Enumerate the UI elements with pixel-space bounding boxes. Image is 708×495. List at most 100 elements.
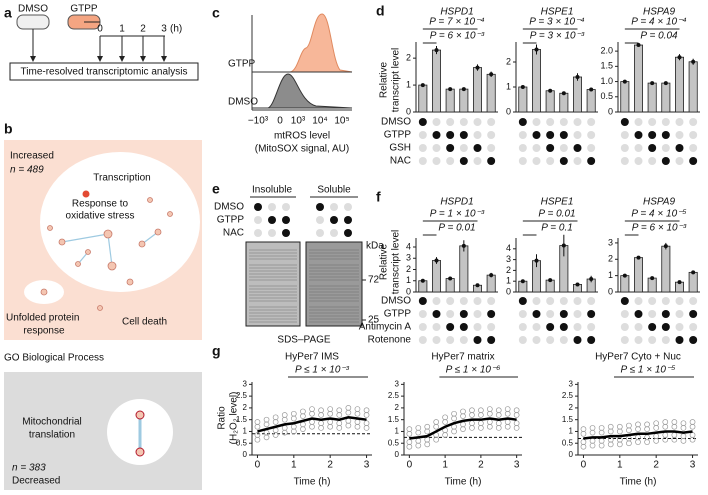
label: GO Biological Process <box>4 353 104 364</box>
condition-dot <box>459 310 468 318</box>
replicate-dot <box>415 438 422 444</box>
replicate-dot <box>575 75 580 79</box>
node <box>135 410 145 420</box>
replicate-dot <box>635 426 641 432</box>
condition-dot <box>648 336 657 344</box>
condition: DMSO <box>18 4 48 15</box>
replicate-dot <box>406 439 413 445</box>
replicate-dot <box>345 405 352 411</box>
replicate-dot <box>504 423 511 430</box>
condition-dot <box>661 157 670 165</box>
label: n = 489 <box>10 165 44 176</box>
x-tick-label: 2 <box>327 460 333 471</box>
replicate-dot <box>663 244 668 249</box>
y-tick-label: 1 <box>506 81 511 91</box>
replicate-dot <box>513 407 520 414</box>
condition-dot <box>316 229 324 237</box>
condition-dot <box>546 297 555 305</box>
y-tick-label: 0.5 <box>562 438 574 447</box>
replicate-dot <box>616 441 623 448</box>
condition-dot <box>518 157 527 165</box>
condition-dot <box>432 297 441 305</box>
condition-dot <box>446 144 455 152</box>
replicate-dot <box>598 438 605 444</box>
y-tick-label: 3 <box>506 254 511 264</box>
condition-dot <box>546 131 555 139</box>
chart-title: HSPA9 <box>643 7 675 18</box>
condition-dot <box>473 310 482 318</box>
replicate-dot <box>442 419 448 425</box>
chart-title: HyPer7 Cyto + Nuc <box>595 352 681 363</box>
condition-dot <box>587 310 596 318</box>
condition-dot <box>620 310 629 318</box>
replicate-dot <box>263 429 270 436</box>
replicate-dot <box>336 420 343 427</box>
timepoint: 2 <box>140 24 146 35</box>
x-tick-label: 2 <box>653 460 659 471</box>
y-tick-label: 3 <box>569 379 574 388</box>
bar <box>634 44 644 113</box>
condition-dot <box>661 323 670 331</box>
y-tick-label: 1.5 <box>562 415 574 424</box>
replicate-dot <box>635 439 641 445</box>
y-axis-label: transcript level <box>391 230 402 294</box>
y-tick-label: 1.5 <box>388 415 400 424</box>
timepoint: 0 <box>97 24 103 35</box>
condition-dot <box>254 229 262 237</box>
condition-dot <box>459 297 468 305</box>
replicate-dot <box>406 430 413 437</box>
condition-dot <box>634 336 643 344</box>
condition-dot <box>648 323 657 331</box>
replicate-dot <box>580 443 587 450</box>
condition-dot <box>620 297 629 305</box>
condition-dot <box>268 203 276 211</box>
replicate-dot <box>309 419 315 425</box>
replicate-dot <box>363 425 370 431</box>
replicate-dot <box>272 414 279 421</box>
condition-dot <box>282 216 290 224</box>
condition-dot <box>573 144 582 152</box>
replicate-dot <box>653 425 660 431</box>
p-value: P = 0.01 <box>538 209 575 220</box>
condition-dot <box>587 297 596 305</box>
y-tick-label: 2 <box>406 264 411 274</box>
replicate-dot <box>636 43 641 48</box>
replicate-dot <box>589 277 594 282</box>
replicate-dot <box>336 425 343 431</box>
replicate-dot <box>653 420 660 427</box>
panel-letter: f <box>376 189 381 205</box>
condition-dot <box>689 297 698 305</box>
bar <box>586 89 596 113</box>
replicate-dot <box>580 430 587 437</box>
condition-dot <box>573 157 582 165</box>
gel-soluble <box>305 241 363 327</box>
condition-dot <box>675 144 684 152</box>
time-arrows <box>99 36 165 60</box>
replicate-dot <box>513 412 520 418</box>
condition-dot <box>518 323 527 331</box>
replicate-dot <box>254 436 261 443</box>
replicate-dot <box>460 408 466 415</box>
condition-dot <box>473 157 482 165</box>
condition-dot <box>648 144 657 152</box>
replicate-dot <box>433 423 440 430</box>
replicate-dot <box>281 429 288 436</box>
y-tick-label: 1 <box>395 427 400 436</box>
replicate-dot <box>415 425 422 431</box>
condition-dot <box>532 118 541 126</box>
replicate-dot <box>469 407 475 414</box>
condition-dot <box>675 118 684 126</box>
x-tick-label: 1 <box>617 460 623 471</box>
replicate-dot <box>520 279 525 284</box>
x-tick-label: 0 <box>407 460 413 471</box>
mean-line <box>409 417 517 440</box>
condition-dot <box>689 118 698 126</box>
time-arrowheads <box>97 56 167 62</box>
y-tick-label: 1.5 <box>236 415 248 424</box>
marker-label: 72 <box>368 275 380 286</box>
bar <box>559 92 569 113</box>
replicate-dot <box>513 420 520 427</box>
marker-label: 25 <box>368 315 380 326</box>
bar <box>486 73 496 113</box>
replicate-dot <box>363 407 370 414</box>
